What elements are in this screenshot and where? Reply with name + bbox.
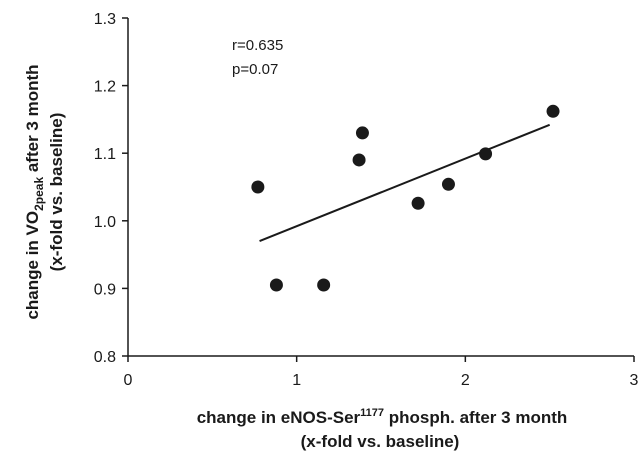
y-axis-title-line2: (x-fold vs. baseline) [47, 113, 66, 272]
data-point [355, 126, 369, 140]
data-point [546, 104, 560, 118]
x-tick-label: 0 [124, 372, 133, 389]
correlation-annotation: r=0.635 [232, 37, 283, 54]
y-tick-label: 0.9 [94, 281, 116, 298]
data-point [317, 278, 331, 292]
y-axis-title-prefix: change in VO [23, 211, 42, 320]
axes: 0.8 0.9 1.0 1.1 1.2 1.3 0 1 2 3 [94, 11, 639, 389]
x-axis-title-line2: (x-fold vs. baseline) [301, 432, 460, 451]
x-tick-label: 1 [292, 372, 301, 389]
x-ticks: 0 1 2 3 [124, 356, 639, 389]
data-point [269, 278, 283, 292]
y-axis-title-group: change in VO2peak after 3 month (x-fold … [23, 64, 66, 319]
x-axis-title: change in eNOS-Ser1177 phosph. after 3 m… [197, 407, 568, 427]
data-point [411, 196, 425, 210]
trendline [259, 123, 551, 243]
data-points [251, 104, 560, 292]
x-axis-title-superscript: 1177 [360, 407, 384, 419]
data-point [251, 180, 265, 194]
y-tick-label: 1.0 [94, 214, 116, 231]
y-ticks: 0.8 0.9 1.0 1.1 1.2 1.3 [94, 11, 128, 366]
x-tick-label: 2 [461, 372, 470, 389]
y-tick-label: 1.1 [94, 146, 116, 163]
y-axis-title-subscript: 2peak [32, 177, 46, 211]
data-point [479, 147, 493, 161]
x-axis-title-suffix: phosph. after 3 month [384, 408, 567, 427]
y-axis-title-suffix: after 3 month [23, 64, 42, 176]
y-tick-label: 1.2 [94, 79, 116, 96]
p-value-annotation: p=0.07 [232, 61, 278, 78]
y-tick-label: 0.8 [94, 349, 116, 366]
data-point [352, 153, 366, 167]
data-point [441, 177, 455, 191]
x-tick-label: 3 [630, 372, 639, 389]
y-axis-title: change in VO2peak after 3 month [23, 64, 46, 319]
x-axis-title-prefix: change in eNOS-Ser [197, 408, 361, 427]
y-tick-label: 1.3 [94, 11, 116, 28]
